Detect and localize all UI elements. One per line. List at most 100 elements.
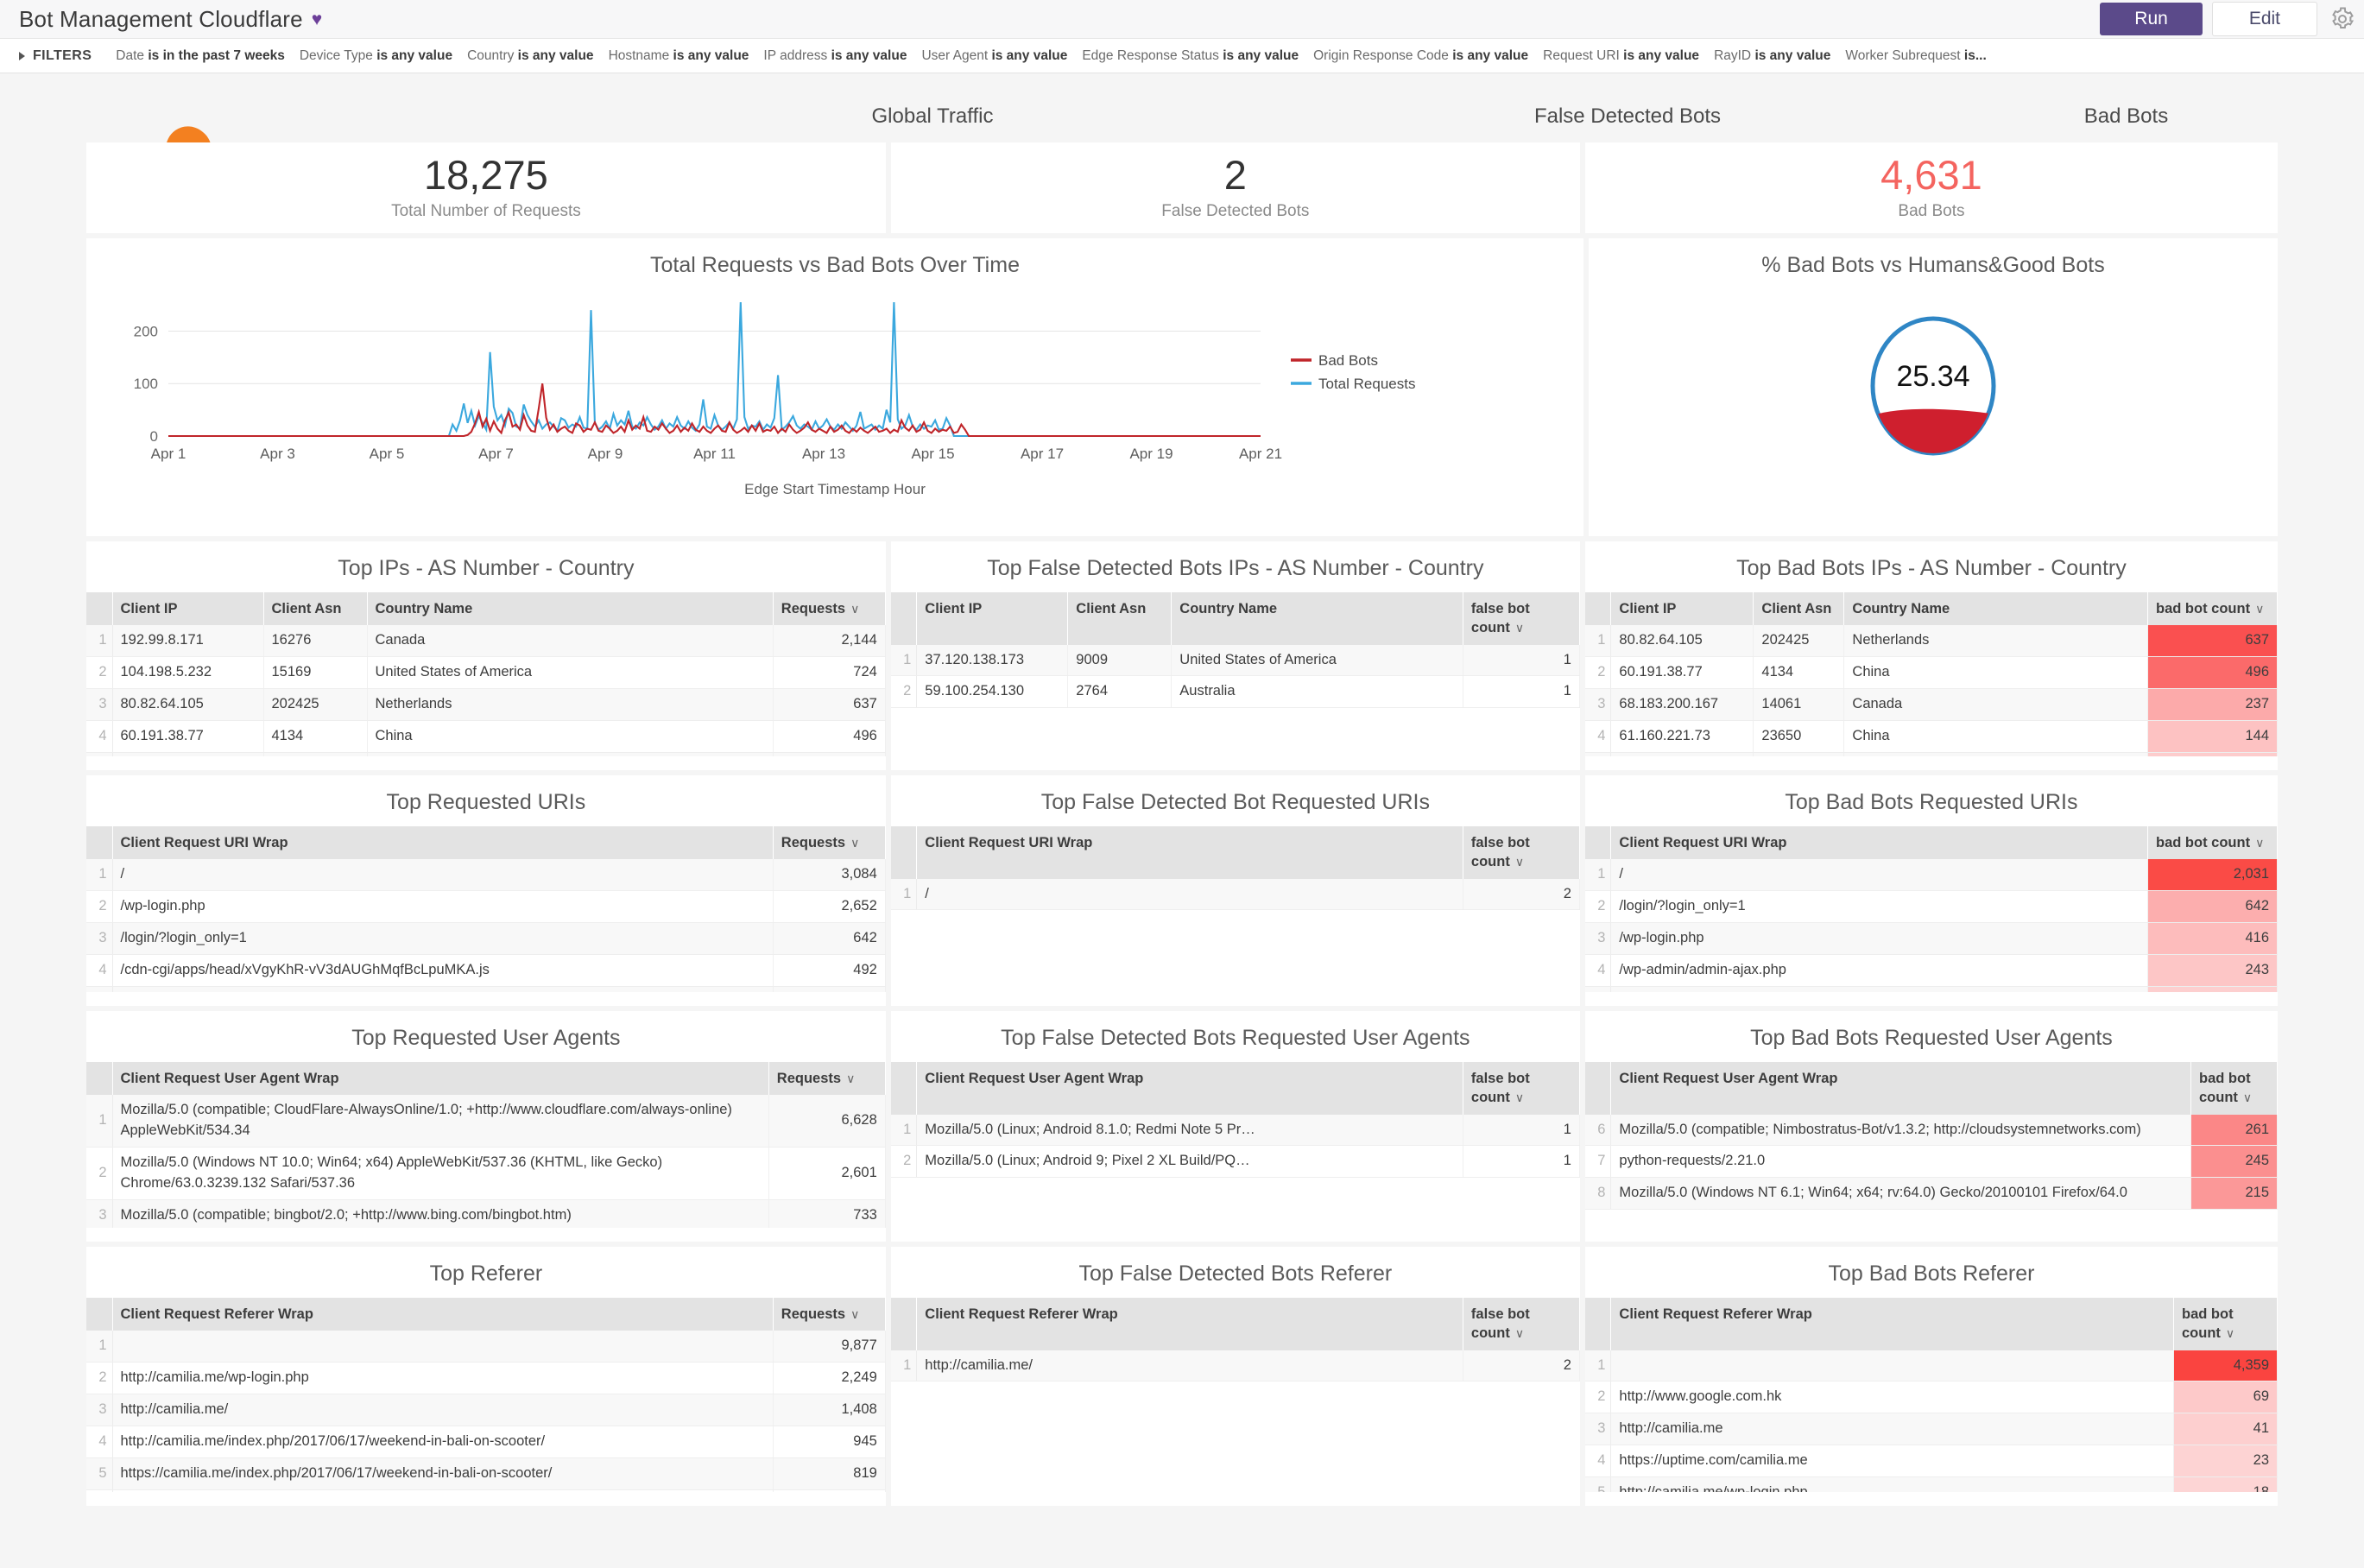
kpi-card-bad-bots[interactable]: 4,631 Bad Bots: [1584, 142, 2278, 233]
table-row[interactable]: 2 Mozilla/5.0 (Windows NT 10.0; Win64; x6…: [86, 1147, 886, 1200]
chevron-down-icon: ∨: [2242, 1091, 2253, 1105]
user-agent-tables-row: Top Requested User Agents Client Request…: [86, 1011, 2278, 1242]
table-row[interactable]: 2 Mozilla/5.0 (Linux; Android 9; Pixel 2 …: [890, 1145, 1580, 1179]
table-row[interactable]: 4 http://camilia.me/index.php/2017/06/17/…: [86, 1426, 886, 1458]
th-client-ip[interactable]: Client IP: [112, 592, 264, 626]
table-row[interactable]: 3 http://camilia.me 41: [1584, 1413, 2278, 1446]
table-row[interactable]: 5136.24.49.3719165United States of Ameri…: [86, 752, 886, 756]
th-country-name[interactable]: Country Name: [1171, 592, 1463, 645]
th-bad-bot-count[interactable]: bad bot count ∨: [2190, 1062, 2278, 1115]
kpi-card-false-bots[interactable]: 2 False Detected Bots: [890, 142, 1580, 233]
table-row[interactable]: 4 60.191.38.77 4134 China 496: [86, 720, 886, 753]
filter-chip-origin-response-code[interactable]: Origin Response Code is any value: [1313, 47, 1529, 63]
table-row[interactable]: 2 http://camilia.me/wp-login.php 2,249: [86, 1362, 886, 1395]
th-bad-bot-count[interactable]: bad bot count ∨: [2147, 826, 2278, 860]
table-row[interactable]: 1/3,084: [86, 859, 886, 892]
table-row[interactable]: 2 59.100.254.130 2764 Australia 1: [890, 675, 1580, 709]
run-button[interactable]: Run: [2100, 3, 2203, 35]
gauge-card[interactable]: % Bad Bots vs Humans&Good Bots 25.34: [1589, 238, 2278, 536]
table-row[interactable]: 1 Mozilla/5.0 (compatible; CloudFlare-Alw…: [86, 1095, 886, 1148]
th-requests[interactable]: Requests ∨: [773, 592, 886, 626]
table-row[interactable]: 1 4,359: [1584, 1350, 2278, 1382]
table-row[interactable]: 1 37.120.138.173 9009 United States of Amer…: [890, 644, 1580, 677]
filter-chip-ip-address[interactable]: IP address is any value: [763, 47, 907, 63]
table-row[interactable]: 1 9,877: [86, 1331, 886, 1363]
table-row[interactable]: 3 http://camilia.me/1,408: [86, 1394, 886, 1427]
table-row[interactable]: 7 python-requests/2.21.0 245: [1584, 1145, 2278, 1179]
th-user-agent[interactable]: Client Request User Agent Wrap: [1610, 1062, 2191, 1115]
filter-chip-country[interactable]: Country is any value: [467, 47, 594, 63]
th-requests[interactable]: Requests ∨: [773, 826, 886, 860]
table-row[interactable]: 1 80.82.64.105 202425 Netherlands 637: [1584, 625, 2278, 658]
th-uri[interactable]: Client Request URI Wrap: [916, 826, 1463, 879]
table-row[interactable]: 4 https://uptime.com/camilia.me 23: [1584, 1445, 2278, 1478]
table-row[interactable]: 3 80.82.64.105 202425 Netherlands 637: [86, 688, 886, 722]
filter-chip-request-uri[interactable]: Request URI is any value: [1543, 47, 1700, 63]
th-client-ip[interactable]: Client IP: [1610, 592, 1754, 626]
filter-chip-worker-subrequest[interactable]: Worker Subrequest is...: [1845, 47, 1987, 63]
heart-icon[interactable]: ♥: [311, 9, 323, 29]
th-false-bot-count[interactable]: false bot count ∨: [1463, 826, 1580, 879]
filters-toggle[interactable]: FILTERS: [19, 48, 92, 64]
th-client-ip[interactable]: Client IP: [916, 592, 1069, 645]
th-referer[interactable]: Client Request Referer Wrap: [916, 1298, 1463, 1350]
th-false-bot-count[interactable]: false bot count ∨: [1463, 1298, 1580, 1350]
table-row[interactable]: 2 60.191.38.77 4134 China 496: [1584, 656, 2278, 690]
timeseries-chart-svg: 0 100 200 Apr 1 Apr 3 Apr 5 Apr 7 Apr 9 Apr 11 Ap…: [134, 301, 1415, 462]
th-bad-bot-count[interactable]: bad bot count ∨: [2173, 1298, 2278, 1350]
th-country-name[interactable]: Country Name: [367, 592, 774, 626]
table-row[interactable]: 5/xmlrpc.php124: [1584, 986, 2278, 992]
table-row[interactable]: 8 Mozilla/5.0 (Windows NT 6.1; Win64; x64…: [1584, 1177, 2278, 1211]
th-user-agent[interactable]: Client Request User Agent Wrap: [112, 1062, 769, 1096]
gear-icon[interactable]: [2329, 6, 2355, 32]
th-requests[interactable]: Requests ∨: [773, 1298, 886, 1331]
filter-chip-device-type[interactable]: Device Type is any value: [299, 47, 453, 63]
table-row[interactable]: 2/login/?login_only=1 642: [1584, 890, 2278, 924]
table-row[interactable]: 6 Mozilla/5.0 (compatible; Nimbostratus-B…: [1584, 1114, 2278, 1147]
table-row[interactable]: 1/2,031: [1584, 859, 2278, 892]
table-row[interactable]: 1/2: [890, 878, 1580, 911]
th-country-name[interactable]: Country Name: [1843, 592, 2148, 626]
table-row[interactable]: 1 Mozilla/5.0 (Linux; Android 8.1.0; Redm…: [890, 1114, 1580, 1147]
timeseries-chart-card[interactable]: Total Requests vs Bad Bots Over Time 0 10…: [86, 238, 1583, 536]
filter-chip-user-agent[interactable]: User Agent is any value: [921, 47, 1068, 63]
table-row[interactable]: 2 http://www.google.com.hk 69: [1584, 1381, 2278, 1414]
table-row[interactable]: 2 104.198.5.232 15169 United States of Amer…: [86, 656, 886, 690]
table-row[interactable]: 4/wp-admin/admin-ajax.php 243: [1584, 954, 2278, 987]
th-uri[interactable]: Client Request URI Wrap: [1610, 826, 2148, 860]
table-row[interactable]: 4/cdn-cgi/apps/head/xVgyKhR-vV3dAUGhMqfB…: [86, 954, 886, 987]
filter-bar: FILTERS Date is in the past 7 weeks Devi…: [0, 39, 2364, 73]
table-row[interactable]: 4 61.160.221.73 23650 China 144: [1584, 720, 2278, 753]
table-row[interactable]: 3 68.183.200.167 14061 Canada 237: [1584, 688, 2278, 722]
th-false-bot-count[interactable]: false bot count ∨: [1463, 1062, 1580, 1115]
th-false-bot-count[interactable]: false bot count ∨: [1463, 592, 1580, 645]
th-referer[interactable]: Client Request Referer Wrap: [112, 1298, 774, 1331]
filter-chip-date[interactable]: Date is in the past 7 weeks: [116, 47, 285, 63]
table-row[interactable]: 2/wp-login.php 2,652: [86, 890, 886, 924]
table-row[interactable]: 3/wp-login.php 416: [1584, 922, 2278, 956]
filter-chip-edge-response-status[interactable]: Edge Response Status is any value: [1082, 47, 1299, 63]
table-row[interactable]: 3/login/?login_only=1 642: [86, 922, 886, 956]
edit-button[interactable]: Edit: [2211, 2, 2317, 36]
th-uri[interactable]: Client Request URI Wrap: [112, 826, 774, 860]
kpi-card-total-requests[interactable]: 18,275 Total Number of Requests: [86, 142, 886, 233]
table-row[interactable]: 5183.129.160.2294134China122: [1584, 752, 2278, 756]
table-row[interactable]: 5/cdn-cgi/apps/body/3Lh52SjWTQ4HRlErJykH…: [86, 986, 886, 992]
th-user-agent[interactable]: Client Request User Agent Wrap: [916, 1062, 1463, 1115]
filter-chip-rayid[interactable]: RayID is any value: [1714, 47, 1831, 63]
table-row[interactable]: 1 192.99.8.171 16276 Canada 2,144: [86, 625, 886, 658]
th-requests[interactable]: Requests ∨: [768, 1062, 886, 1096]
bad-bot-percent-gauge: 25.34: [1864, 315, 2002, 458]
table-row[interactable]: 3 Mozilla/5.0 (compatible; bingbot/2.0; +…: [86, 1199, 886, 1228]
th-bad-bot-count[interactable]: bad bot count ∨: [2147, 592, 2278, 626]
th-client-asn[interactable]: Client Asn: [1067, 592, 1173, 645]
svg-text:Apr 1: Apr 1: [151, 446, 186, 462]
table-row[interactable]: 5 https://camilia.me/index.php/2017/06/17…: [86, 1457, 886, 1490]
th-client-asn[interactable]: Client Asn: [263, 592, 368, 626]
table-row[interactable]: 6https://camilia.me/458: [86, 1489, 886, 1492]
table-row[interactable]: 1 http://camilia.me/2: [890, 1350, 1580, 1382]
th-client-asn[interactable]: Client Asn: [1753, 592, 1845, 626]
filter-chip-hostname[interactable]: Hostname is any value: [608, 47, 749, 63]
th-referer[interactable]: Client Request Referer Wrap: [1610, 1298, 2174, 1350]
